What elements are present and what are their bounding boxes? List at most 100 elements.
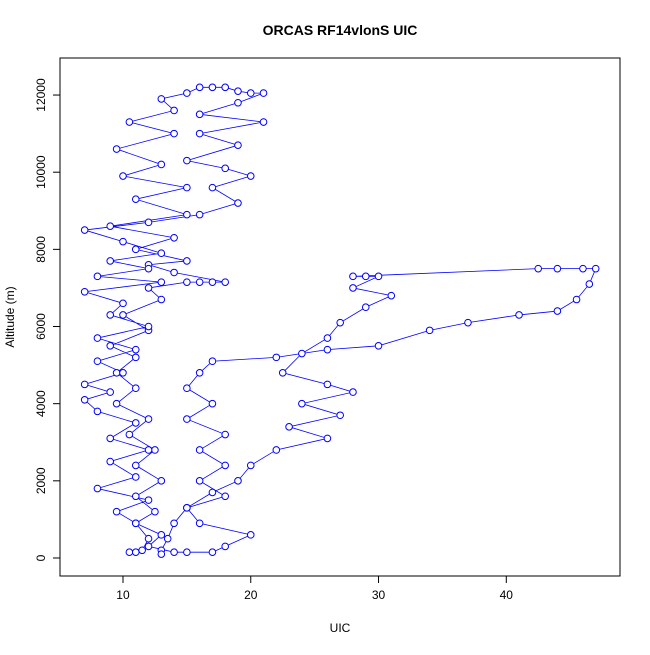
point xyxy=(183,89,191,97)
chart-title: ORCAS RF14vlonS UIC xyxy=(263,22,418,38)
point xyxy=(106,457,115,466)
y-tick-label: 10000 xyxy=(34,155,48,189)
y-tick-label: 6000 xyxy=(34,313,48,340)
point xyxy=(112,507,121,516)
point xyxy=(119,172,127,180)
point xyxy=(183,183,191,192)
point xyxy=(234,141,242,149)
point xyxy=(112,399,121,408)
point xyxy=(157,550,166,558)
point xyxy=(349,388,357,396)
point xyxy=(195,129,204,138)
x-tick-label: 30 xyxy=(372,588,386,602)
x-tick-label: 40 xyxy=(500,588,514,602)
point xyxy=(144,264,153,273)
point xyxy=(93,334,102,342)
point xyxy=(183,210,191,219)
point xyxy=(195,83,204,92)
point xyxy=(195,210,204,219)
point xyxy=(208,357,217,366)
point xyxy=(195,477,204,485)
point xyxy=(170,548,178,556)
point xyxy=(170,106,178,115)
point xyxy=(119,237,127,246)
point xyxy=(195,446,204,454)
point xyxy=(323,380,332,389)
y-tick-label: 8000 xyxy=(34,236,48,263)
point xyxy=(349,272,357,281)
point xyxy=(80,380,89,389)
point xyxy=(208,488,217,497)
point xyxy=(234,98,242,107)
point xyxy=(112,369,121,377)
point xyxy=(183,257,191,265)
point xyxy=(93,357,102,366)
point xyxy=(157,531,166,539)
point xyxy=(208,399,217,408)
point xyxy=(157,278,166,286)
point xyxy=(221,278,230,286)
point xyxy=(553,264,562,273)
point xyxy=(374,341,383,350)
point xyxy=(144,415,153,423)
point xyxy=(144,446,153,454)
point xyxy=(349,284,357,292)
y-tick-label: 4000 xyxy=(34,390,48,417)
point xyxy=(125,118,134,126)
point xyxy=(80,226,89,234)
point xyxy=(195,369,204,377)
point xyxy=(298,349,306,358)
point xyxy=(234,87,242,95)
point xyxy=(119,369,127,377)
point xyxy=(361,303,370,312)
point xyxy=(80,287,89,296)
point xyxy=(183,156,191,165)
point xyxy=(131,245,140,254)
point xyxy=(183,548,191,556)
point xyxy=(106,388,115,396)
point xyxy=(183,504,191,512)
point xyxy=(234,199,242,207)
point xyxy=(572,295,581,304)
point xyxy=(336,411,344,420)
point xyxy=(106,341,115,350)
point xyxy=(221,542,230,551)
point xyxy=(387,291,396,300)
y-axis-label: Altitude (m) xyxy=(3,286,17,347)
point xyxy=(151,507,159,516)
y-tick-label: 12000 xyxy=(34,78,48,112)
point xyxy=(579,264,587,273)
point xyxy=(553,307,562,315)
point xyxy=(138,546,146,555)
point xyxy=(208,83,217,92)
point xyxy=(131,384,140,393)
point xyxy=(119,311,127,319)
point xyxy=(183,384,191,393)
point xyxy=(323,334,332,342)
point xyxy=(106,257,115,265)
point xyxy=(208,278,217,286)
point xyxy=(234,477,242,485)
point xyxy=(93,272,102,281)
point xyxy=(585,280,594,288)
point xyxy=(183,415,191,423)
point xyxy=(221,492,230,501)
point xyxy=(157,477,166,485)
point xyxy=(131,419,140,427)
point xyxy=(170,129,178,138)
point xyxy=(131,461,140,470)
point xyxy=(515,311,523,319)
point xyxy=(157,95,166,103)
point xyxy=(374,272,383,281)
point xyxy=(208,548,217,556)
point xyxy=(425,326,434,335)
y-tick-label: 2000 xyxy=(34,467,48,494)
point xyxy=(221,83,230,92)
point xyxy=(144,322,153,331)
point xyxy=(106,434,115,443)
point xyxy=(106,311,115,319)
point xyxy=(131,519,140,528)
point xyxy=(221,164,230,173)
point xyxy=(246,172,255,180)
point xyxy=(464,318,472,327)
